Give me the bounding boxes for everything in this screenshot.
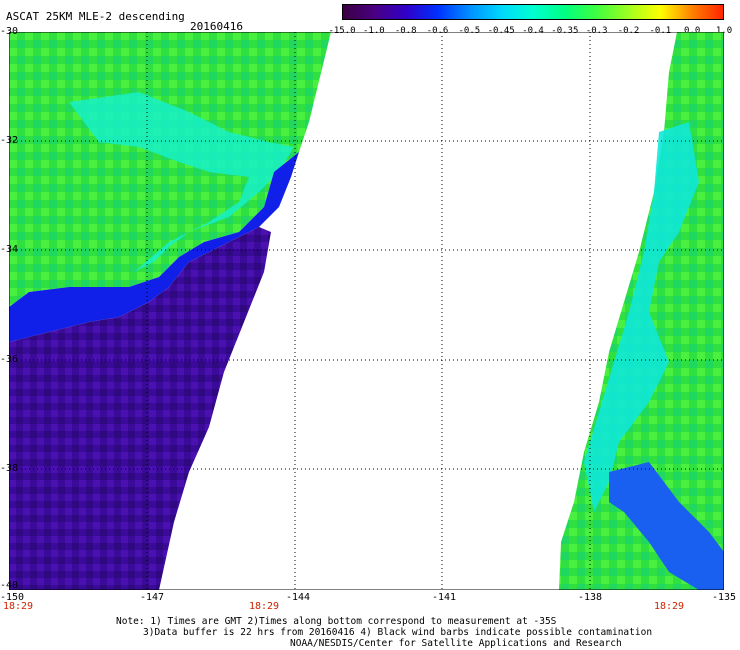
colorbar-segment xyxy=(692,4,724,20)
colorbar-segment xyxy=(342,4,375,20)
time-label: 18:29 xyxy=(2,601,34,612)
note-line-1: Note: 1) Times are GMT 2)Times along bot… xyxy=(116,616,557,627)
map-plot xyxy=(9,32,724,590)
left-swath-cyan xyxy=(69,92,294,272)
lon-label: -150 xyxy=(0,592,25,603)
time-label: 18:29 xyxy=(653,601,685,612)
map-date: 20160416 xyxy=(190,20,243,33)
colorbar-tick-label: 1.0 xyxy=(715,26,733,36)
colorbar xyxy=(342,4,724,20)
lon-label: -135 xyxy=(711,592,737,603)
colorbar-tick-label: -15.0 xyxy=(328,26,356,36)
colorbar-segment xyxy=(660,4,693,20)
colorbar-tick-label: 0.0 xyxy=(684,26,701,36)
lat-label: -32 xyxy=(0,135,19,146)
note-line-3: NOAA/NESDIS/Center for Satellite Applica… xyxy=(290,638,622,649)
colorbar-segment xyxy=(501,4,534,20)
right-swath-blue xyxy=(609,462,724,590)
lat-label: -40 xyxy=(0,580,19,591)
colorbar-segment xyxy=(596,4,629,20)
colorbar-segment xyxy=(469,4,502,20)
lon-label: -138 xyxy=(577,592,603,603)
colorbar-segment xyxy=(564,4,598,20)
left-swath-purple xyxy=(9,227,271,590)
colorbar-tick-label: -0.1 xyxy=(649,26,672,36)
note-line-2: 3)Data buffer is 22 hrs from 20160416 4)… xyxy=(143,627,653,638)
lat-label: -36 xyxy=(0,354,19,365)
colorbar-segment xyxy=(373,4,407,20)
colorbar-tick-label: -0.6 xyxy=(426,26,449,36)
colorbar-tick-label: -0.3 xyxy=(585,26,608,36)
lon-label: -147 xyxy=(139,592,165,603)
colorbar-segment xyxy=(437,4,470,20)
lon-label: -141 xyxy=(431,592,457,603)
colorbar-tick-label: -1.0 xyxy=(362,26,385,36)
colorbar-tick-label: -0.5 xyxy=(458,26,481,36)
lon-label: -144 xyxy=(285,592,311,603)
colorbar-tick-label: -0.2 xyxy=(617,26,640,36)
lat-label: -34 xyxy=(0,244,19,255)
grid xyxy=(9,32,724,590)
right-swath-cyan xyxy=(584,122,699,512)
colorbar-tick-label: -0.8 xyxy=(394,26,417,36)
colorbar-tick-label: -0.45 xyxy=(487,26,515,36)
colorbar-segment xyxy=(533,4,566,20)
colorbar-segment xyxy=(628,4,661,20)
colorbar-segment xyxy=(405,4,438,20)
time-label: 18:29 xyxy=(248,601,280,612)
colorbar-tick-label: -0.4 xyxy=(522,26,544,36)
lat-label: -38 xyxy=(0,463,19,474)
left-swath-blue xyxy=(9,152,299,342)
map-title: ASCAT 25KM MLE-2 descending xyxy=(6,10,185,23)
lat-label: -30 xyxy=(0,26,19,37)
colorbar-tick-label: -0.35 xyxy=(551,26,579,36)
